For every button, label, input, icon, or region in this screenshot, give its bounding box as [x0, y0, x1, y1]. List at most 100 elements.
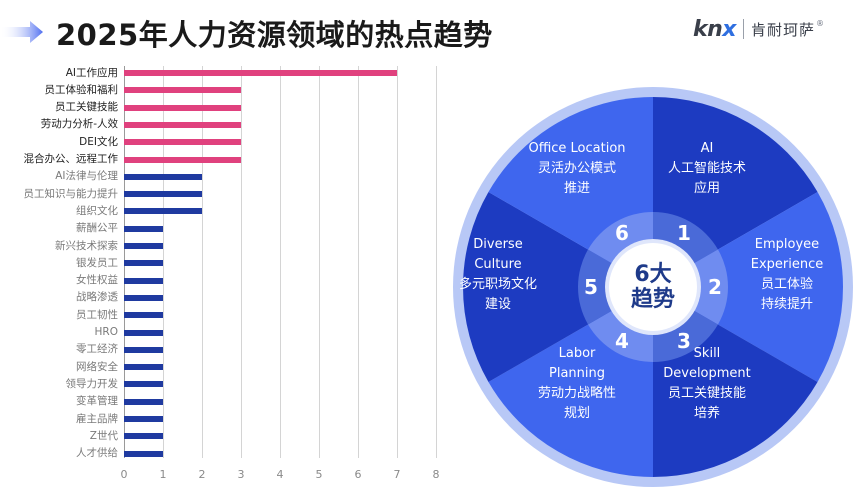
segment-label-cn: 推进 — [563, 181, 590, 196]
segment-label-en: Labor — [558, 346, 596, 361]
inner-ring-segment — [588, 311, 653, 362]
category-label: AI法律与伦理 — [55, 170, 118, 183]
x-tick-label: 0 — [120, 468, 128, 481]
category-label: HRO — [94, 326, 118, 338]
x-tick-label: 3 — [237, 468, 245, 481]
segment-number: 3 — [677, 328, 691, 353]
inner-ring-segment — [653, 311, 718, 362]
registered-mark: ® — [816, 18, 825, 28]
brand-divider — [743, 19, 744, 39]
bar — [124, 243, 163, 249]
bar — [124, 225, 163, 232]
bar — [124, 156, 241, 163]
gridline — [241, 66, 242, 458]
category-label: 网络安全 — [76, 360, 118, 373]
category-label: 银发员工 — [76, 256, 118, 269]
inner-ring-segment — [588, 212, 653, 263]
bar — [124, 398, 163, 405]
category-label: 混合办公、远程工作 — [23, 153, 119, 165]
category-label: 劳动力分析-人效 — [40, 118, 118, 131]
gridline — [319, 66, 320, 458]
segment-number: 6 — [615, 221, 629, 246]
category-label: 员工关键技能 — [55, 101, 118, 114]
bar — [124, 87, 241, 94]
center-circle — [609, 243, 697, 331]
segment-number: 4 — [615, 328, 629, 353]
brand-wordmark: knx — [693, 16, 736, 42]
segment-label: Employee Experience 员工体验 持续提升 — [751, 235, 824, 315]
segment-label-cn: 人工智能技术 — [667, 161, 747, 176]
bar — [124, 173, 202, 180]
category-label: 员工知识与能力提升 — [23, 187, 119, 200]
segment-label-cn: 建设 — [484, 297, 512, 312]
gridline — [202, 66, 203, 458]
segment-number: 2 — [708, 275, 722, 299]
bar — [124, 450, 163, 457]
category-label: 战略渗透 — [76, 291, 118, 304]
segment-label-en: Culture — [474, 257, 522, 272]
bar-chart: 0 1 2 3 4 5 6 7 8 AI工作应用 员工体验和福利 员工关键技能 劳动力分析-人效 DEI文… — [0, 60, 460, 500]
category-label: DEI文化 — [79, 135, 118, 148]
bar — [124, 139, 241, 146]
center-line-1: 6大 — [634, 262, 672, 287]
wheel-segment — [653, 192, 843, 382]
segment-label: Office Location 灵活办公模式 推进 — [528, 139, 625, 199]
inner-ring-segment — [578, 249, 612, 325]
segment-label-en: AI — [700, 141, 714, 156]
category-label: AI工作应用 — [65, 66, 118, 79]
arrow-right-icon — [0, 21, 43, 43]
x-tick-label: 8 — [432, 468, 440, 481]
segment-label-cn: 多元职场文化 — [458, 277, 538, 292]
category-label: 新兴技术探索 — [55, 239, 118, 252]
segment-label-en: Planning — [548, 366, 605, 381]
bar — [124, 104, 241, 111]
segment-label-en: Experience — [750, 257, 824, 272]
gridline — [397, 66, 398, 458]
gridline — [358, 66, 359, 458]
bar — [124, 260, 163, 267]
segment-label-cn: 劳动力战略性 — [537, 386, 617, 401]
brand-logo: knx 肯耐珂萨 ® — [693, 16, 824, 42]
wheel-center-label: 6大 趋势 — [631, 262, 675, 312]
bar — [124, 121, 241, 128]
segment-label-en: Development — [663, 366, 751, 381]
trends-wheel: 6大 趋势 1 2 3 4 5 6 AI 人工智能技术 应用 Employee Experience… — [453, 87, 853, 487]
gridline — [163, 66, 164, 458]
bar — [124, 191, 202, 198]
x-tick-label: 1 — [159, 468, 167, 481]
x-tick-label: 7 — [393, 468, 401, 481]
category-label: 雇主品牌 — [76, 412, 118, 425]
category-label: 领导力开发 — [65, 377, 119, 390]
segment-number: 1 — [677, 221, 691, 246]
segment-number: 5 — [584, 275, 598, 299]
category-label: 女性权益 — [76, 274, 118, 287]
segment-label-cn: 持续提升 — [760, 297, 813, 312]
bar — [124, 329, 163, 336]
segment-label-cn: 应用 — [693, 181, 721, 196]
gridline — [436, 66, 437, 458]
segment-label-en: Skill — [693, 346, 721, 361]
segment-label: Labor Planning 劳动力战略性 规划 — [538, 344, 616, 424]
bar — [124, 277, 163, 284]
wheel-segment — [463, 192, 653, 382]
bar — [124, 294, 163, 301]
center-line-2: 趋势 — [630, 287, 676, 312]
segment-label-cn: 员工体验 — [760, 277, 813, 292]
segment-label: AI 人工智能技术 应用 — [668, 139, 746, 199]
category-label: 员工体验和福利 — [44, 83, 119, 96]
segment-label-en: Diverse — [473, 237, 523, 252]
segment-label-cn: 规划 — [563, 406, 591, 421]
bar — [124, 312, 163, 319]
category-label: 零工经济 — [76, 343, 118, 356]
segment-label: Skill Development 员工关键技能 培养 — [663, 344, 751, 424]
bar — [124, 381, 163, 388]
category-label: 变革管理 — [76, 395, 118, 408]
bar — [124, 416, 163, 422]
segment-label-cn: 培养 — [693, 406, 721, 421]
x-tick-label: 6 — [354, 468, 362, 481]
bar — [124, 433, 163, 440]
segment-label-en: Office Location — [528, 141, 626, 156]
bar — [124, 346, 163, 353]
x-tick-label: 5 — [315, 468, 323, 481]
x-tick-label: 2 — [198, 468, 206, 481]
